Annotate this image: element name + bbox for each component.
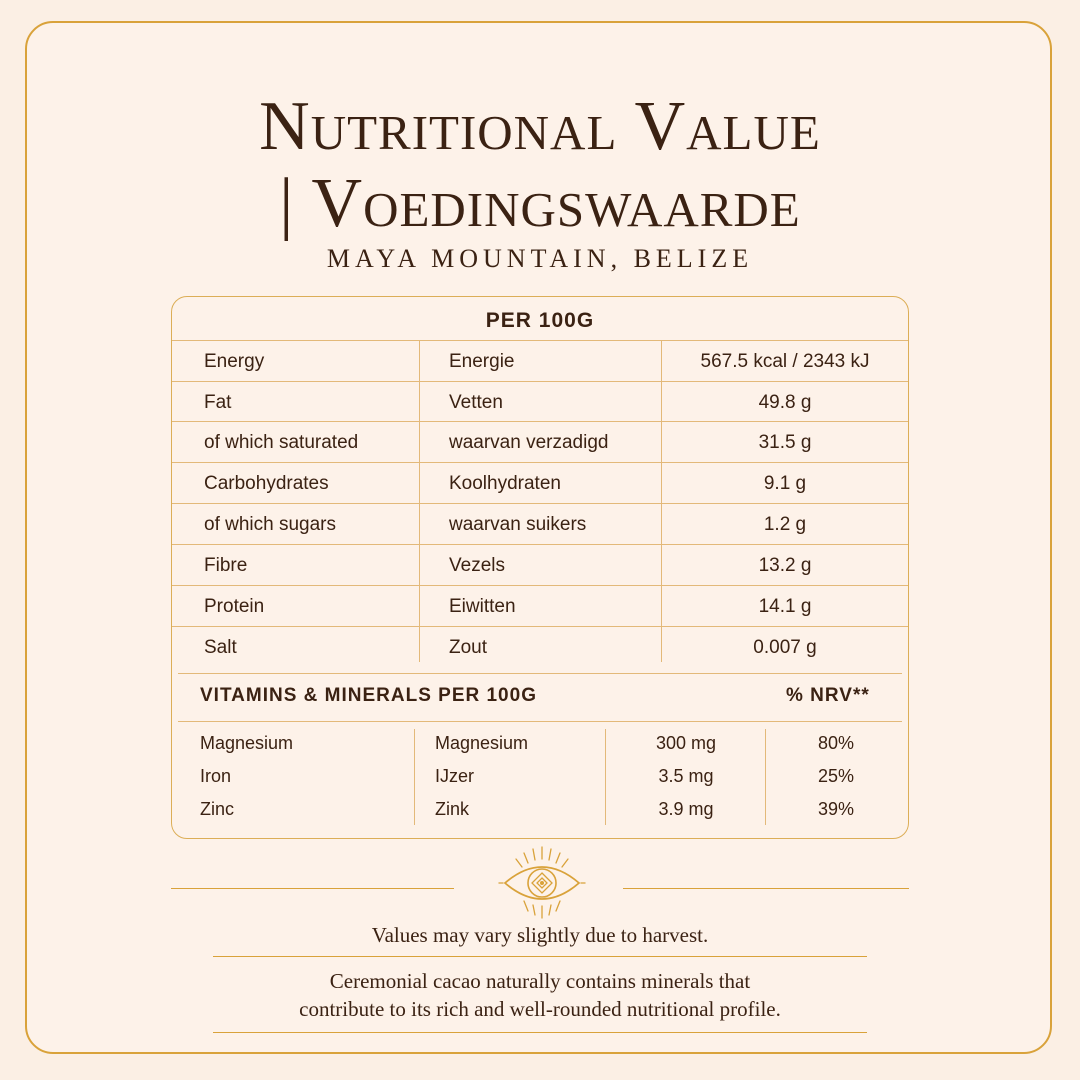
nutrition-row: Protein Eiwitten 14.1 g	[172, 585, 908, 626]
nutrient-en: Fat	[204, 392, 232, 413]
nutrient-en: Fibre	[204, 555, 248, 576]
note-rule-bottom	[213, 1032, 867, 1033]
harvest-note: Values may vary slightly due to harvest.	[371, 923, 709, 947]
mineral-nrv: 25%	[817, 766, 855, 786]
nutrient-en: Salt	[204, 637, 237, 658]
mineral-amount: 300 mg	[655, 733, 717, 753]
nutrient-value: 31.5 g	[758, 432, 812, 453]
nutrient-value: 13.2 g	[758, 555, 812, 576]
nutrient-nl: waarvan suikers	[449, 514, 587, 535]
column-divider	[414, 729, 415, 825]
vitamin-row: Zinc Zink 3.9 mg 39%	[172, 799, 908, 832]
mineral-en: Magnesium	[200, 733, 294, 753]
nutrient-nl: Vetten	[449, 392, 503, 413]
mineral-note-line1: Ceremonial cacao naturally contains mine…	[329, 969, 751, 993]
nutrition-row: Carbohydrates Koolhydraten 9.1 g	[172, 462, 908, 503]
nutrient-value: 14.1 g	[758, 596, 812, 617]
page-title-english: Nutritional Value	[259, 88, 821, 165]
nrv-heading: % NRV**	[786, 685, 870, 706]
column-divider	[661, 340, 662, 662]
nutrient-nl: waarvan verzadigd	[449, 432, 609, 453]
nutrient-value: 1.2 g	[763, 514, 807, 535]
per-100g-heading: PER 100G	[485, 309, 595, 332]
nutrient-nl: Vezels	[449, 555, 505, 576]
ornament-rule-left	[171, 888, 454, 889]
nutrition-panel: PER 100G Energy Energie 567.5 kcal / 234…	[171, 296, 909, 839]
mineral-note-line2: contribute to its rich and well-rounded …	[299, 997, 781, 1021]
nutrient-value: 49.8 g	[758, 392, 812, 413]
nutrient-value: 9.1 g	[763, 473, 807, 494]
mineral-nl: IJzer	[435, 766, 475, 786]
sun-eye-icon	[498, 846, 586, 919]
page-title-dutch: | Voedingswaarde	[279, 165, 801, 242]
nutrient-en: Protein	[204, 596, 265, 617]
nutrient-nl: Energie	[449, 351, 515, 372]
mineral-nrv: 39%	[817, 799, 855, 819]
nutrition-row: Energy Energie 567.5 kcal / 2343 kJ	[172, 340, 908, 381]
nutrition-row: of which sugars waarvan suikers 1.2 g	[172, 503, 908, 544]
column-divider	[605, 729, 606, 825]
mineral-en: Zinc	[200, 799, 235, 819]
vitamins-heading: VITAMINS & MINERALS PER 100G	[200, 685, 537, 706]
mineral-en: Iron	[200, 766, 232, 786]
ornament-rule-right	[623, 888, 909, 889]
nutrient-en: Carbohydrates	[204, 473, 329, 494]
mineral-amount: 3.9 mg	[658, 799, 714, 819]
mineral-nl: Zink	[435, 799, 470, 819]
mineral-nl: Magnesium	[435, 733, 529, 753]
column-divider	[419, 340, 420, 662]
nutrition-row: of which saturated waarvan verzadigd 31.…	[172, 421, 908, 462]
vitamin-row: Iron IJzer 3.5 mg 25%	[172, 766, 908, 799]
mineral-amount: 3.5 mg	[658, 766, 714, 786]
nutrient-nl: Eiwitten	[449, 596, 516, 617]
nutrient-en: Energy	[204, 351, 265, 372]
nutrient-value: 567.5 kcal / 2343 kJ	[700, 351, 870, 372]
column-divider	[765, 729, 766, 825]
nutrient-value: 0.007 g	[753, 637, 817, 658]
origin-subtitle: MAYA MOUNTAIN, BELIZE	[326, 244, 754, 273]
nutrient-en: of which sugars	[204, 514, 337, 535]
mineral-nrv: 80%	[817, 733, 855, 753]
nutrition-row: Fibre Vezels 13.2 g	[172, 544, 908, 585]
nutrition-row: Fat Vetten 49.8 g	[172, 381, 908, 422]
vitamins-bottom-rule	[178, 721, 902, 722]
nutrient-nl: Koolhydraten	[449, 473, 561, 494]
vitamin-row: Magnesium Magnesium 300 mg 80%	[172, 733, 908, 766]
nutrition-row: Salt Zout 0.007 g	[172, 626, 908, 667]
nutrient-en: of which saturated	[204, 432, 359, 453]
note-rule-top	[213, 956, 867, 957]
vitamins-top-rule	[178, 673, 902, 674]
nutrient-nl: Zout	[449, 637, 488, 658]
